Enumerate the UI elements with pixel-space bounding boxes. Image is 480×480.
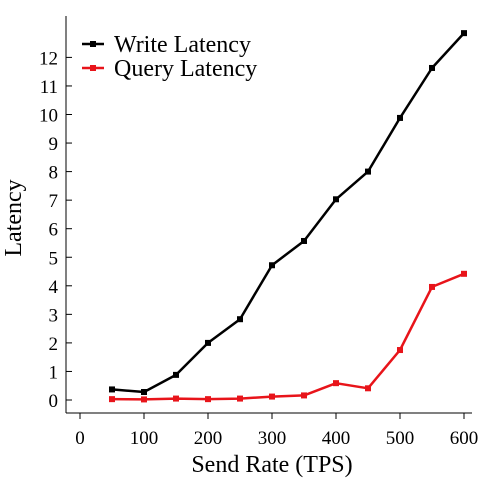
data-point [141,389,147,396]
y-tick-label: 5 [49,248,59,269]
y-tick-label: 0 [49,391,59,412]
legend-label: Write Latency [114,32,251,58]
data-point [141,396,147,403]
data-point [301,237,307,244]
data-point [237,316,243,323]
y-tick-label: 9 [49,134,59,155]
data-point [461,30,467,37]
y-tick-label: 1 [49,362,59,383]
y-tick-label: 3 [49,305,59,326]
series-query-latency [109,270,467,403]
y-tick-label: 11 [40,77,58,98]
data-point [237,395,243,402]
data-point [269,393,275,400]
y-tick-label: 4 [49,277,59,298]
data-point [173,395,179,402]
legend-label: Query Latency [114,56,257,82]
series-layer [109,30,467,403]
series-line [111,272,465,401]
data-point [429,64,435,71]
y-tick-label: 2 [49,334,59,355]
data-point [429,283,435,290]
x-tick-label: 0 [75,428,85,449]
y-axis-label: Latency [1,179,27,256]
y-tick-label: 12 [39,48,58,69]
y-tick-label: 6 [49,220,59,241]
data-point [333,196,339,203]
legend-entry: Write Latency [82,32,251,58]
data-point [269,262,275,269]
data-point [109,396,115,403]
data-point [205,396,211,403]
x-tick-label: 600 [450,428,479,449]
legend-swatch-marker [90,65,96,71]
x-tick-label: 500 [386,428,415,449]
legend-entry: Query Latency [82,56,257,82]
data-point [301,392,307,399]
x-axis-label: Send Rate (TPS) [191,452,352,478]
series-line [111,32,465,394]
x-tick-label: 200 [194,428,223,449]
x-tick-label: 400 [322,428,351,449]
data-point [333,380,339,387]
y-tick-label: 8 [49,163,59,184]
data-point [365,168,371,175]
data-point [461,270,467,277]
data-point [397,114,403,121]
series-write-latency [109,30,467,396]
data-point [397,347,403,354]
legend-swatch-marker [90,41,96,47]
data-point [173,371,179,378]
x-tick-label: 300 [258,428,287,449]
data-point [205,339,211,346]
y-tick-label: 7 [49,191,59,212]
data-point [365,385,371,392]
data-point [109,386,115,393]
y-tick-label: 10 [39,106,58,127]
x-tick-label: 100 [130,428,159,449]
